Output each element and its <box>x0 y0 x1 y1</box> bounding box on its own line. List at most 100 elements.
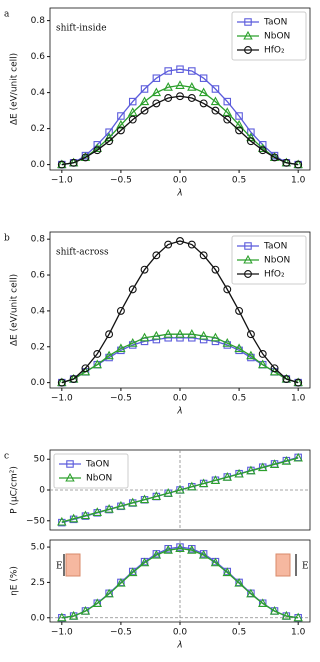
marker <box>105 330 114 339</box>
marker <box>234 577 244 587</box>
x-tick-label: −0.5 <box>110 394 132 404</box>
marker <box>234 119 244 129</box>
marker <box>104 504 114 513</box>
marker <box>294 378 303 387</box>
marker <box>187 545 197 554</box>
y-tick-label: 0.8 <box>31 16 46 26</box>
marker <box>176 237 184 245</box>
marker <box>198 87 209 97</box>
y-axis-label: ΔE (eV/unit cell) <box>10 274 20 346</box>
marker <box>92 359 102 369</box>
x-tick-label: 0.0 <box>173 176 188 186</box>
marker <box>151 549 162 559</box>
marker <box>293 612 303 622</box>
marker <box>210 332 221 342</box>
marker <box>246 588 256 598</box>
cell-icon <box>65 553 81 577</box>
marker <box>128 97 137 106</box>
y-tick-label: 0.6 <box>31 52 46 62</box>
marker <box>152 74 161 82</box>
marker <box>258 462 268 472</box>
marker <box>128 285 137 294</box>
x-tick-label: 0.0 <box>173 628 188 638</box>
marker <box>258 349 267 358</box>
marker <box>188 67 196 75</box>
marker <box>246 137 255 146</box>
y-tick-label: 0.6 <box>31 271 46 281</box>
legend-label: TaON <box>263 242 287 252</box>
x-tick-label: 1.0 <box>291 628 306 638</box>
marker <box>116 343 126 353</box>
series-line <box>61 547 299 619</box>
marker <box>163 82 173 91</box>
marker <box>152 99 161 108</box>
x-tick-label: −0.5 <box>110 176 132 186</box>
marker <box>116 577 126 587</box>
marker <box>211 106 220 115</box>
marker <box>92 507 102 516</box>
y-tick-label: 0.0 <box>31 160 46 170</box>
marker <box>93 146 102 155</box>
marker <box>176 92 184 101</box>
y-tick-label: 0.4 <box>31 88 46 98</box>
marker <box>234 468 244 478</box>
marker <box>57 612 67 622</box>
marker <box>281 456 292 465</box>
marker <box>116 500 126 510</box>
field-label: E <box>56 562 63 572</box>
marker <box>139 494 150 504</box>
marker <box>69 375 78 383</box>
series-line <box>61 457 299 523</box>
legend-marker <box>244 270 252 278</box>
marker <box>80 510 91 520</box>
marker <box>187 329 197 338</box>
marker <box>105 137 114 146</box>
marker <box>139 557 150 567</box>
x-tick-label: −1.0 <box>51 176 73 186</box>
marker <box>128 107 138 116</box>
y-axis-label: ΔE (eV/unit cell) <box>10 53 20 125</box>
field-label: E <box>302 562 309 572</box>
legend-label: NbON <box>264 256 290 266</box>
x-tick-label: 0.5 <box>232 628 246 638</box>
x-tick-label: −1.0 <box>51 394 73 404</box>
y-axis-label: P (μC/cm²) <box>10 466 20 514</box>
panel-label: c <box>4 452 9 462</box>
series-line <box>61 84 299 166</box>
marker <box>211 265 220 274</box>
series-line <box>61 68 299 166</box>
marker <box>247 128 255 136</box>
marker <box>139 332 150 342</box>
marker <box>57 516 67 526</box>
legend-label: TaON <box>85 460 109 470</box>
marker <box>270 153 279 162</box>
x-tick-label: 0.5 <box>232 176 246 186</box>
marker <box>57 160 66 169</box>
marker <box>68 610 79 620</box>
marker <box>199 74 208 82</box>
marker <box>117 112 125 120</box>
marker <box>246 350 256 360</box>
marker <box>258 143 268 152</box>
marker <box>68 513 79 523</box>
marker <box>258 598 268 608</box>
y-axis-label: ηE (%) <box>10 566 20 596</box>
y-tick-label: 50 <box>34 455 46 465</box>
marker <box>223 97 232 106</box>
y-tick-label: 0.0 <box>31 378 46 388</box>
marker <box>163 488 173 497</box>
series-line <box>61 240 299 384</box>
y-tick-label: −50 <box>26 516 45 526</box>
marker <box>282 375 291 383</box>
legend-label: TaON <box>263 18 287 28</box>
marker <box>92 143 102 152</box>
marker <box>187 481 197 491</box>
x-tick-label: −1.0 <box>51 628 73 638</box>
marker <box>116 306 125 315</box>
legend-marker <box>244 46 252 54</box>
marker <box>176 65 184 73</box>
marker <box>105 128 113 136</box>
series-line <box>61 333 299 384</box>
y-tick-label: 0.8 <box>31 235 46 245</box>
x-tick-label: 1.0 <box>291 176 306 186</box>
